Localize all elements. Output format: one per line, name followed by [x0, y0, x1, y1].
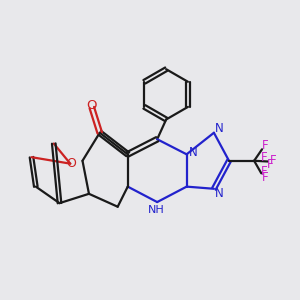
Text: F: F	[262, 171, 268, 184]
Text: NH: NH	[148, 205, 165, 215]
Text: N: N	[189, 146, 197, 159]
Text: F: F	[261, 165, 268, 178]
Text: N: N	[215, 187, 224, 200]
Text: F: F	[261, 151, 268, 164]
Text: F: F	[269, 154, 276, 167]
Text: O: O	[86, 99, 96, 112]
Text: O: O	[66, 157, 76, 170]
Text: F: F	[262, 139, 268, 152]
Text: F: F	[267, 158, 274, 171]
Text: N: N	[215, 122, 224, 135]
